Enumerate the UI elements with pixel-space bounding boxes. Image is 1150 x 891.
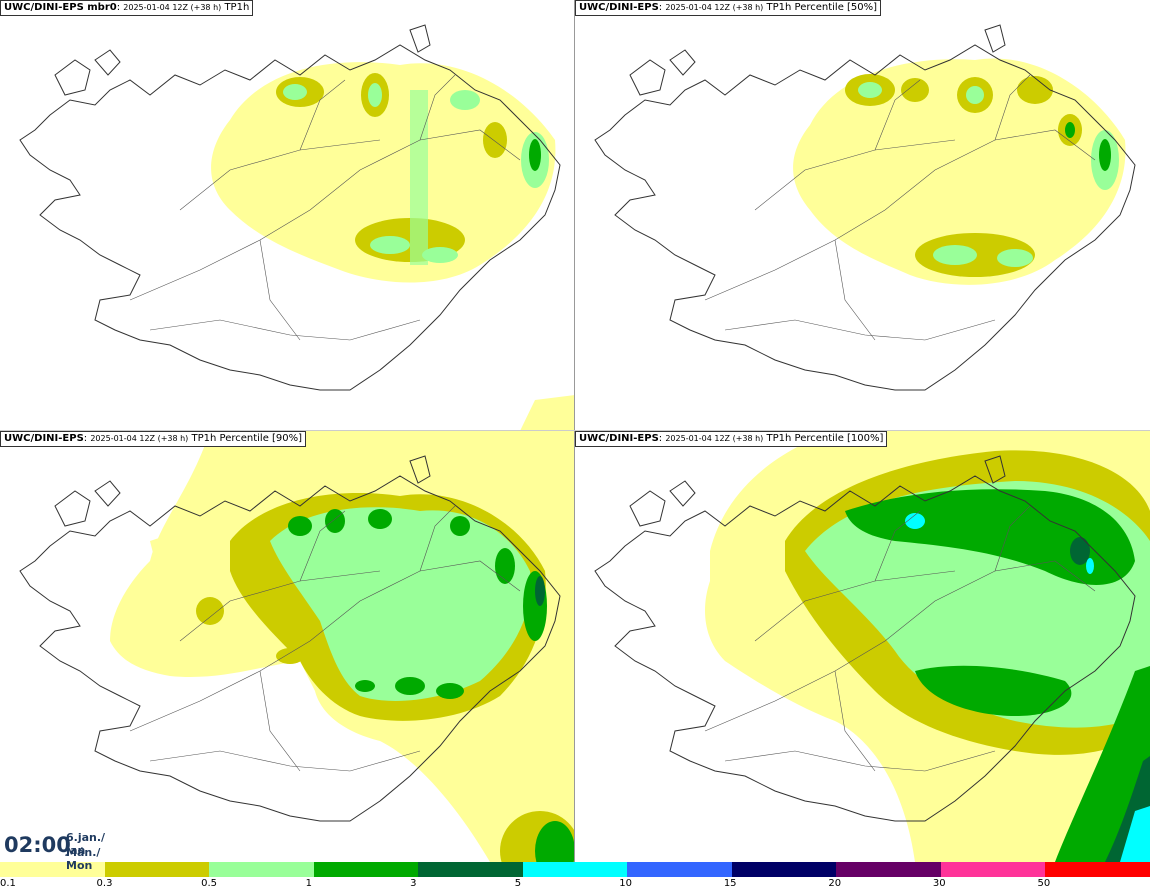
precip-fill	[705, 431, 1150, 862]
legend-swatch	[104, 862, 211, 877]
legend-swatch	[836, 862, 942, 877]
legend-swatch	[313, 862, 420, 877]
valid-date: 6.jan./ Jan	[66, 831, 106, 857]
legend-tick-label: 5	[514, 878, 522, 889]
legend-swatch	[209, 862, 315, 877]
legend-swatch	[731, 862, 838, 877]
legend-swatch	[418, 862, 524, 877]
legend-tick-label: 10	[619, 878, 632, 889]
field-name: TP1h Percentile [90%]	[191, 433, 303, 444]
panel-divider-horizontal	[0, 430, 1150, 431]
legend-tick-label: 15	[723, 878, 737, 889]
legend-swatch	[0, 862, 106, 877]
map-panel-p90: UWC/DINI-EPS: 2025-01-04 12Z (+38 h) TP1…	[0, 431, 575, 862]
legend-swatch	[627, 862, 733, 877]
legend-tick-label: 1	[305, 878, 312, 889]
legend-tick-label: 50	[1037, 878, 1051, 889]
precip-map	[594, 24, 1136, 391]
panel-divider-vertical	[574, 0, 575, 862]
panel-title: UWC/DINI-EPS: 2025-01-04 12Z (+38 h) TP1…	[575, 0, 882, 16]
run-time: 2025-01-04 12Z (+38 h)	[90, 434, 189, 443]
precip-fill	[211, 62, 575, 431]
map-panel-p50: UWC/DINI-EPS: 2025-01-04 12Z (+38 h) TP1…	[575, 0, 1150, 431]
precip-map	[594, 431, 1150, 862]
run-time: 2025-01-04 12Z (+38 h)	[123, 3, 222, 12]
valid-time-box: 02:00 6.jan./ Jan Mán./ Mon	[0, 827, 128, 872]
color-legend: 0.1 0.3 0.5 1 3 5 10 15 20 30 50	[0, 862, 1150, 891]
precip-fill	[0, 431, 575, 862]
legend-tick-label: 0.1	[0, 878, 16, 889]
legend-tick-label: 0.5	[201, 878, 217, 889]
model-name: UWC/DINI-EPS mbr0	[4, 2, 117, 13]
precip-map	[0, 431, 575, 862]
precip-map	[19, 24, 575, 431]
panel-title: UWC/DINI-EPS: 2025-01-04 12Z (+38 h) TP1…	[0, 431, 307, 447]
valid-time: 02:00	[4, 833, 71, 857]
map-panel-mbr0: UWC/DINI-EPS mbr0: 2025-01-04 12Z (+38 h…	[0, 0, 575, 431]
legend-tick-label: 3	[410, 878, 417, 889]
legend-tick-label: 0.3	[96, 878, 113, 889]
field-name: TP1h Percentile [50%]	[766, 2, 878, 13]
field-name: TP1h Percentile [100%]	[766, 433, 884, 444]
valid-weekday: Mán./ Mon	[66, 846, 101, 872]
model-name: UWC/DINI-EPS	[579, 2, 659, 13]
panel-title: UWC/DINI-EPS: 2025-01-04 12Z (+38 h) TP1…	[575, 431, 888, 447]
field-name: TP1h	[224, 2, 250, 13]
run-time: 2025-01-04 12Z (+38 h)	[665, 3, 764, 12]
legend-tick-label: 20	[828, 878, 842, 889]
map-panel-p100: UWC/DINI-EPS: 2025-01-04 12Z (+38 h) TP1…	[575, 431, 1150, 862]
legend-swatch	[940, 862, 1047, 877]
legend-swatch	[1045, 862, 1150, 877]
run-time: 2025-01-04 12Z (+38 h)	[665, 434, 764, 443]
model-name: UWC/DINI-EPS	[579, 433, 659, 444]
legend-tick-label: 30	[932, 878, 946, 889]
model-name: UWC/DINI-EPS	[4, 433, 84, 444]
panel-title: UWC/DINI-EPS mbr0: 2025-01-04 12Z (+38 h…	[0, 0, 254, 16]
precip-fill	[793, 58, 1126, 285]
legend-swatch	[522, 862, 629, 877]
